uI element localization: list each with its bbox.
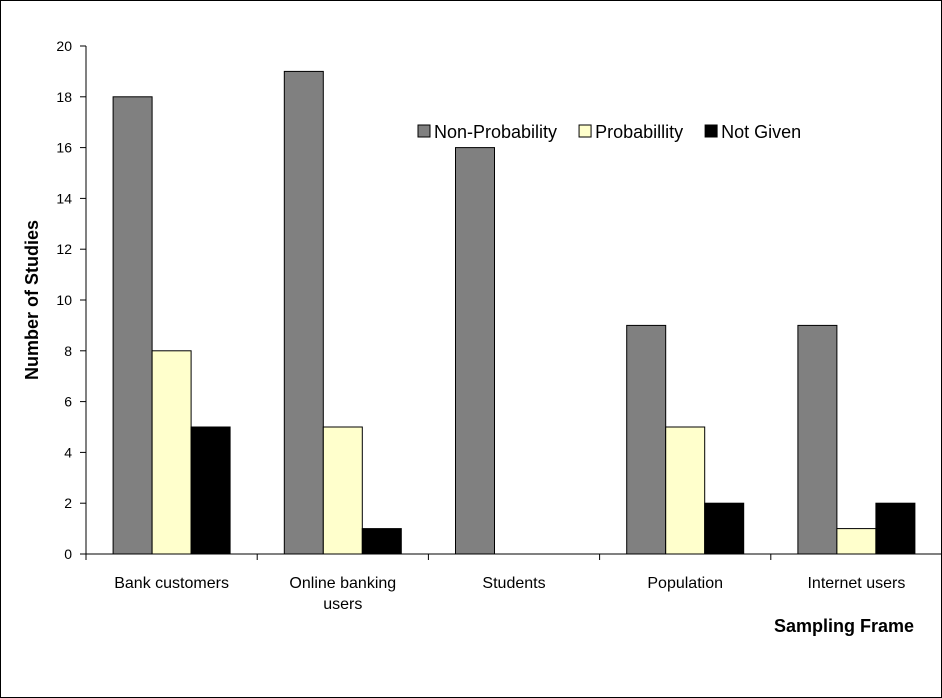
category-label: Students (482, 575, 545, 592)
y-tick-label: 20 (56, 38, 72, 54)
bar-probabillity (322, 426, 363, 555)
bar-non-probability (626, 324, 667, 555)
y-tick-label: 2 (64, 495, 72, 511)
bar-probabillity (665, 426, 706, 555)
legend-label: Non-Probability (434, 122, 557, 142)
legend-label: Probabillity (595, 122, 683, 142)
y-tick-label: 14 (56, 190, 72, 206)
bar-non-probability (797, 324, 838, 555)
y-tick-label: 12 (56, 241, 72, 257)
category-label: Population (647, 575, 723, 592)
category-label: Online banking users (289, 575, 396, 613)
legend-item: Probabillity (578, 122, 683, 142)
legend-item: Non-Probability (417, 122, 557, 142)
legend-item: Not Given (704, 122, 801, 142)
y-axis-title: Number of Studies (22, 220, 42, 380)
legend-swatch (578, 124, 592, 138)
y-tick-label: 18 (56, 89, 72, 105)
bar-non-probability (283, 70, 324, 555)
bar-not-given (361, 528, 402, 555)
y-tick-label: 0 (64, 546, 72, 562)
legend-swatch (704, 124, 718, 138)
legend: Non-Probability Probabillity Not Given (417, 122, 801, 142)
legend-label: Not Given (721, 122, 801, 142)
bar-probabillity (836, 528, 877, 555)
bar-not-given (704, 502, 745, 555)
category-label: Internet users (807, 575, 905, 592)
legend-swatch (417, 124, 431, 138)
y-tick-label: 8 (64, 343, 72, 359)
category-label: Bank customers (114, 575, 229, 592)
bar-probabillity (151, 350, 192, 555)
y-tick-label: 6 (64, 394, 72, 410)
y-tick-label: 16 (56, 140, 72, 156)
y-tick-label: 4 (64, 444, 72, 460)
y-ticks-group: 0 2 4 6 8 10 12 14 16 18 20 (56, 38, 86, 562)
bars-group (112, 70, 916, 555)
x-ticks-group: Bank customers Online banking users Student… (85, 554, 942, 613)
bar-not-given (190, 426, 231, 555)
bar-non-probability (112, 96, 153, 555)
x-axis-title: Sampling Frame (774, 616, 914, 636)
bar-not-given (875, 502, 916, 555)
y-tick-label: 10 (56, 292, 72, 308)
bar-non-probability (455, 147, 495, 555)
